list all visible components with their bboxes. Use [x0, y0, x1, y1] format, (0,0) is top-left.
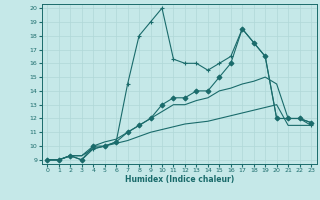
X-axis label: Humidex (Indice chaleur): Humidex (Indice chaleur) — [124, 175, 234, 184]
